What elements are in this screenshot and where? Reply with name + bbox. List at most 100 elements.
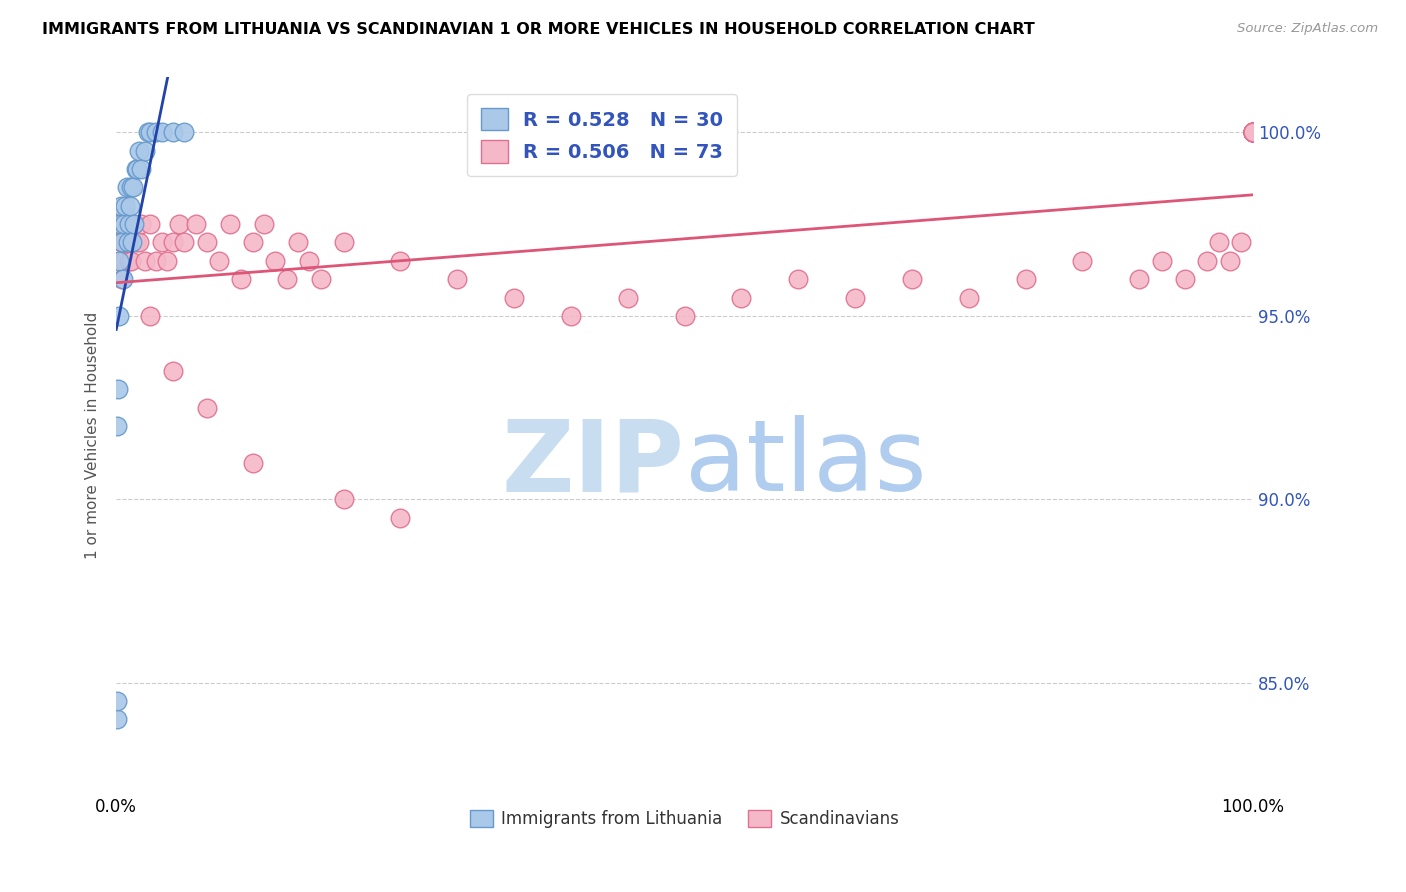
Point — [242, 456, 264, 470]
Point — [1241, 125, 1264, 139]
Point — [108, 309, 131, 323]
Point — [129, 217, 152, 231]
Point — [110, 235, 132, 250]
Point — [1241, 125, 1264, 139]
Point — [560, 309, 582, 323]
Point — [1128, 272, 1150, 286]
Point — [242, 235, 264, 250]
Point — [114, 199, 136, 213]
Point — [264, 253, 287, 268]
Point — [901, 272, 924, 286]
Point — [118, 217, 141, 231]
Point — [207, 253, 229, 268]
Point — [128, 235, 150, 250]
Point — [107, 712, 129, 726]
Point — [112, 217, 135, 231]
Point — [673, 309, 696, 323]
Point — [120, 180, 142, 194]
Point — [173, 125, 195, 139]
Point — [1241, 125, 1264, 139]
Legend: Immigrants from Lithuania, Scandinavians: Immigrants from Lithuania, Scandinavians — [463, 803, 905, 834]
Point — [145, 253, 167, 268]
Point — [173, 235, 195, 250]
Point — [136, 125, 159, 139]
Text: atlas: atlas — [685, 415, 927, 512]
Point — [1241, 125, 1264, 139]
Point — [1219, 253, 1241, 268]
Point — [108, 253, 131, 268]
Point — [134, 144, 156, 158]
Point — [1150, 253, 1173, 268]
Point — [111, 272, 134, 286]
Point — [1241, 125, 1264, 139]
Point — [1241, 125, 1264, 139]
Point — [124, 235, 146, 250]
Point — [309, 272, 332, 286]
Point — [957, 291, 980, 305]
Point — [150, 125, 173, 139]
Text: IMMIGRANTS FROM LITHUANIA VS SCANDINAVIAN 1 OR MORE VEHICLES IN HOUSEHOLD CORREL: IMMIGRANTS FROM LITHUANIA VS SCANDINAVIA… — [42, 22, 1035, 37]
Point — [287, 235, 309, 250]
Point — [332, 235, 354, 250]
Point — [129, 162, 152, 177]
Point — [1241, 125, 1264, 139]
Point — [389, 510, 412, 524]
Point — [118, 235, 141, 250]
Point — [332, 492, 354, 507]
Point — [298, 253, 321, 268]
Point — [253, 217, 276, 231]
Point — [503, 291, 526, 305]
Point — [107, 253, 129, 268]
Point — [1174, 272, 1197, 286]
Point — [105, 694, 128, 708]
Y-axis label: 1 or more Vehicles in Household: 1 or more Vehicles in Household — [86, 311, 100, 558]
Point — [446, 272, 468, 286]
Point — [139, 309, 162, 323]
Point — [167, 217, 190, 231]
Point — [1208, 235, 1230, 250]
Point — [1071, 253, 1094, 268]
Point — [1014, 272, 1036, 286]
Point — [128, 144, 150, 158]
Point — [195, 235, 218, 250]
Point — [111, 235, 134, 250]
Point — [1241, 125, 1264, 139]
Point — [115, 217, 138, 231]
Point — [730, 291, 752, 305]
Point — [107, 217, 129, 231]
Point — [150, 235, 173, 250]
Point — [1230, 235, 1253, 250]
Point — [125, 162, 148, 177]
Text: Source: ZipAtlas.com: Source: ZipAtlas.com — [1237, 22, 1378, 36]
Point — [162, 125, 184, 139]
Point — [107, 382, 129, 396]
Point — [1241, 125, 1264, 139]
Point — [389, 253, 412, 268]
Point — [162, 364, 184, 378]
Point — [117, 235, 139, 250]
Point — [195, 401, 218, 415]
Point — [115, 180, 138, 194]
Point — [1241, 125, 1264, 139]
Point — [112, 217, 135, 231]
Point — [276, 272, 298, 286]
Point — [1241, 125, 1264, 139]
Point — [114, 235, 136, 250]
Point — [145, 125, 167, 139]
Point — [162, 235, 184, 250]
Point — [118, 199, 141, 213]
Point — [134, 253, 156, 268]
Point — [1241, 125, 1264, 139]
Point — [219, 217, 242, 231]
Point — [1241, 125, 1264, 139]
Point — [139, 217, 162, 231]
Point — [1241, 125, 1264, 139]
Point — [124, 162, 146, 177]
Point — [1197, 253, 1219, 268]
Point — [124, 217, 146, 231]
Text: ZIP: ZIP — [502, 415, 685, 512]
Point — [156, 253, 179, 268]
Point — [616, 291, 638, 305]
Point — [231, 272, 253, 286]
Point — [112, 253, 135, 268]
